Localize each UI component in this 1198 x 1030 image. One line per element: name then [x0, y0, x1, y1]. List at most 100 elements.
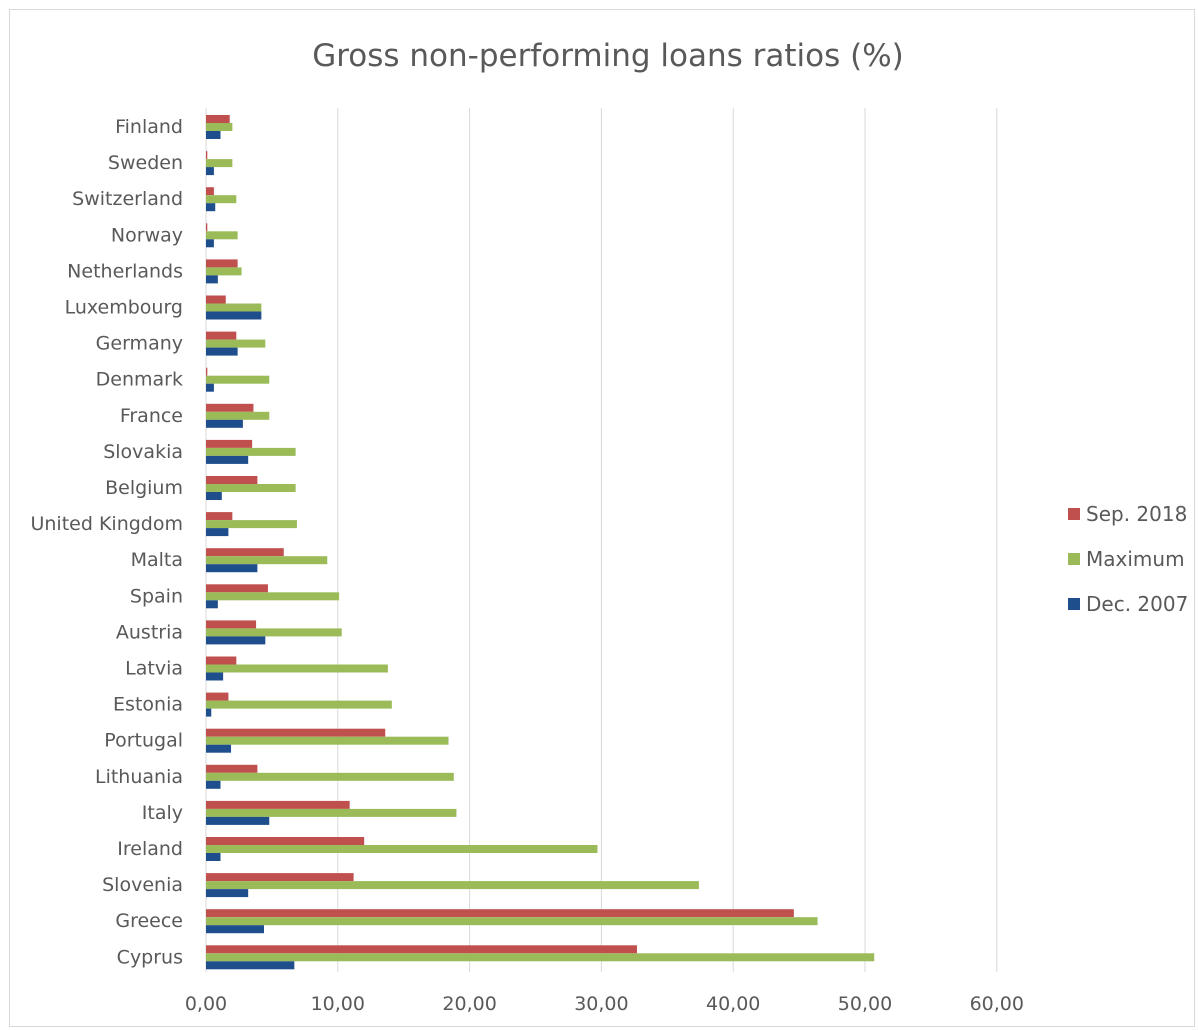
category-label: Denmark [96, 369, 183, 391]
bar [206, 203, 216, 212]
bar [206, 512, 233, 521]
gridlines [205, 108, 998, 972]
category-label: Greece [115, 910, 183, 932]
bar [206, 800, 350, 809]
bar [206, 331, 237, 340]
bar [206, 873, 354, 882]
bar [206, 772, 454, 781]
bar [206, 584, 268, 593]
bar [206, 195, 237, 204]
category-label: Austria [116, 621, 183, 643]
category-label: France [120, 405, 183, 427]
legend-swatch [1068, 553, 1080, 565]
bar [206, 889, 249, 898]
bar [206, 664, 388, 673]
category-label: Sweden [108, 152, 183, 174]
bar [206, 736, 449, 745]
legend-swatch [1068, 508, 1080, 520]
bar [206, 411, 270, 420]
bar [206, 259, 238, 268]
category-label: Malta [131, 549, 183, 571]
bar [206, 455, 249, 464]
bar [206, 925, 264, 934]
bar [206, 367, 208, 376]
bar [206, 917, 818, 926]
bar [206, 115, 230, 123]
bar [206, 628, 342, 637]
bar [206, 383, 214, 392]
legend-label: Dec. 2007 [1086, 592, 1188, 616]
x-tick-label: 0,00 [185, 993, 227, 1015]
bar [206, 592, 340, 601]
bar [206, 945, 637, 954]
category-label: Lithuania [95, 766, 183, 788]
bar [206, 808, 457, 817]
category-label: Latvia [125, 658, 183, 680]
bar [206, 853, 221, 861]
category-label: Italy [142, 802, 183, 824]
bar [206, 476, 258, 484]
bar [206, 223, 208, 232]
category-label: United Kingdom [30, 513, 183, 535]
bar [206, 780, 221, 789]
bar [206, 339, 266, 348]
bar [206, 837, 365, 845]
category-label: Slovenia [102, 874, 183, 896]
bar [206, 764, 258, 773]
bar [206, 528, 229, 537]
bar [206, 419, 243, 428]
x-tick-labels: 0,00 10,00 20,00 30,00 40,00 50,00 60,00 [185, 993, 1024, 1015]
bar [206, 672, 224, 681]
bar [206, 620, 257, 629]
bar [206, 311, 262, 320]
category-label: Luxembourg [65, 297, 183, 319]
bar [206, 708, 212, 717]
x-tick-label: 30,00 [574, 993, 628, 1015]
bar [206, 692, 229, 701]
bar [206, 231, 238, 240]
bar [206, 187, 214, 196]
x-tick-label: 10,00 [311, 993, 365, 1015]
x-tick-label: 60,00 [970, 993, 1024, 1015]
bar [206, 375, 270, 384]
category-label: Belgium [105, 477, 183, 499]
category-labels: Finland Sweden Switzerland Norway Netherland… [30, 116, 183, 968]
chart-title: Gross non-performing loans ratios (%) [312, 38, 904, 74]
category-label: Cyprus [117, 946, 183, 968]
bar [206, 564, 258, 573]
category-label: Slovakia [103, 441, 183, 463]
bar [206, 492, 222, 500]
bar [206, 728, 386, 737]
bar [206, 961, 295, 970]
bar [206, 347, 238, 356]
bar [206, 953, 875, 962]
bar [206, 600, 218, 609]
bar [206, 239, 214, 248]
category-label: Germany [96, 333, 183, 355]
bar [206, 159, 233, 168]
bar [206, 909, 794, 918]
bar [206, 484, 296, 492]
bar [206, 123, 233, 131]
category-label: Portugal [104, 730, 183, 752]
bar [206, 556, 328, 565]
bar [206, 744, 232, 753]
legend-label: Sep. 2018 [1086, 502, 1187, 526]
legend: Sep. 2018 Maximum Dec. 2007 [1068, 502, 1188, 616]
bar [206, 520, 297, 529]
bar [206, 403, 254, 412]
bar [206, 151, 208, 160]
x-tick-label: 40,00 [706, 993, 760, 1015]
bar [206, 656, 237, 665]
x-tick-label: 20,00 [442, 993, 496, 1015]
legend-label: Maximum [1086, 547, 1185, 571]
bar [206, 267, 242, 276]
category-label: Switzerland [72, 188, 183, 210]
bar [206, 881, 699, 890]
bar [206, 700, 392, 709]
category-label: Netherlands [67, 260, 183, 282]
bar [206, 816, 270, 825]
bar [206, 447, 296, 456]
bar [206, 845, 598, 853]
